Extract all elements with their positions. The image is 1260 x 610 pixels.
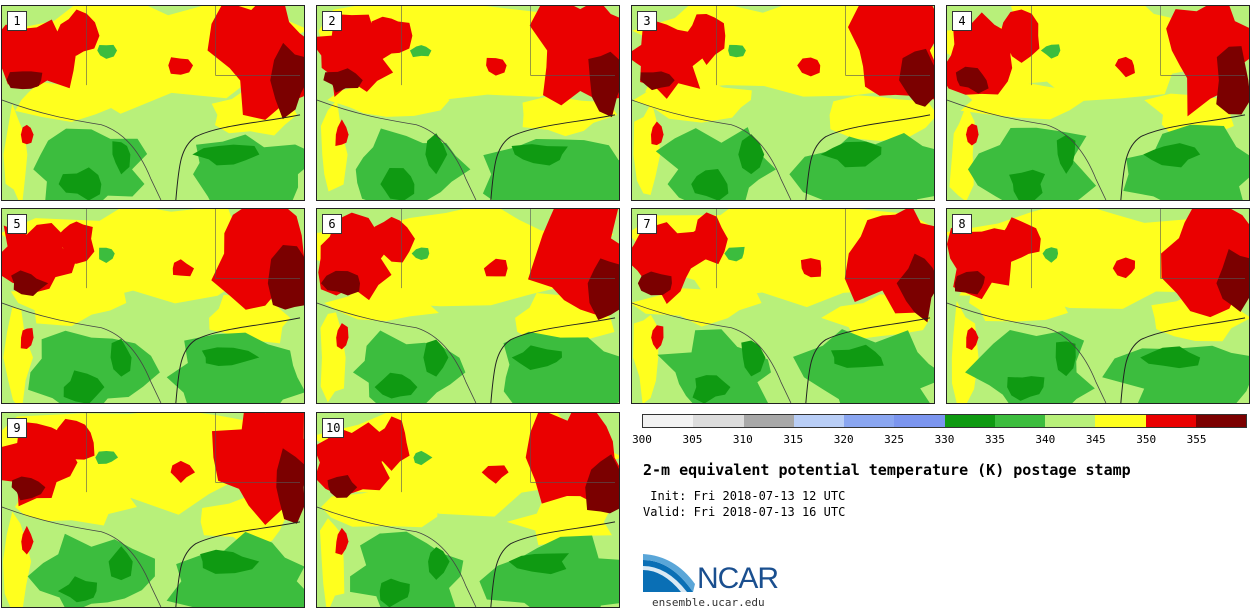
stamp-panel-8: 8 [946,208,1250,404]
stamp-panel-9: 9 [1,412,305,608]
stamp-panel-3: 3 [631,5,935,201]
colorbar-segment [1145,415,1196,427]
stamp-map [947,6,1249,200]
logo-url: ensemble.ucar.edu [652,596,765,609]
stamp-label: 4 [952,11,972,31]
colorbar-tick-label: 335 [984,433,1005,446]
stamp-map [632,209,934,403]
stamp-panel-5: 5 [1,208,305,404]
stamp-map [2,6,304,200]
valid-time: Valid: Fri 2018-07-13 16 UTC [643,505,846,519]
colorbar-tick-label: 345 [1085,433,1106,446]
stamp-map [317,413,619,607]
stamp-label: 6 [322,214,342,234]
stamp-map [632,6,934,200]
stamp-panel-6: 6 [316,208,620,404]
colorbar-tick-label: 305 [682,433,703,446]
colorbar-segment [944,415,995,427]
stamp-label: 10 [322,418,345,438]
stamp-panel-1: 1 [1,5,305,201]
colorbar-tick-label: 350 [1136,433,1157,446]
colorbar-tick-label: 355 [1186,433,1207,446]
stamp-label: 3 [637,11,657,31]
colorbar-segment [844,415,895,427]
stamp-map [317,6,619,200]
colorbar-segment [894,415,945,427]
stamp-label: 5 [7,214,27,234]
stamp-panel-4: 4 [946,5,1250,201]
logo-text: NCAR [697,562,779,595]
stamp-label: 9 [7,418,27,438]
stamp-map [2,209,304,403]
ncar-logo-icon [643,554,695,592]
colorbar-segment [994,415,1045,427]
stamp-label: 8 [952,214,972,234]
stamp-label: 1 [7,11,27,31]
init-time: Init: Fri 2018-07-13 12 UTC [643,489,846,503]
colorbar-segment [1095,415,1146,427]
colorbar-segment [793,415,844,427]
stamp-label: 7 [637,214,657,234]
colorbar-segment [743,415,794,427]
colorbar-segment [693,415,744,427]
colorbar-tick-label: 340 [1035,433,1056,446]
colorbar-segment [1045,415,1096,427]
colorbar-tick-label: 300 [632,433,652,446]
colorbar-segment [643,415,694,427]
colorbar-tick-label: 310 [732,433,753,446]
colorbar-tick-label: 330 [934,433,955,446]
colorbar-ticks: 300 305 310 315 320 325 330 335 340 345 350 355 [632,433,1247,447]
stamp-label: 2 [322,11,342,31]
stamp-map [317,209,619,403]
stamp-panel-2: 2 [316,5,620,201]
colorbar [642,414,1247,428]
stamp-map [947,209,1249,403]
stamp-map [2,413,304,607]
colorbar-tick-label: 315 [783,433,804,446]
plot-title: 2-m equivalent potential temperature (K)… [643,461,1131,479]
colorbar-segment [1195,415,1246,427]
stamp-panel-7: 7 [631,208,935,404]
colorbar-tick-label: 320 [833,433,854,446]
stamp-panel-10: 10 [316,412,620,608]
colorbar-tick-label: 325 [884,433,905,446]
